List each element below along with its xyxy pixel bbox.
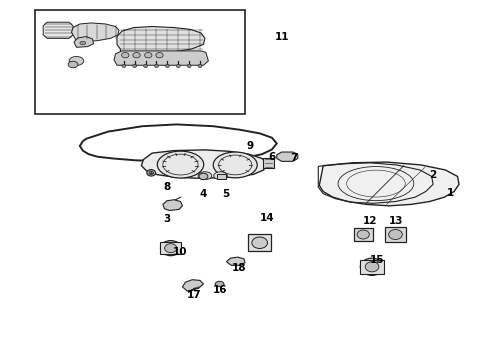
Text: 4: 4 [200, 189, 207, 199]
Bar [360, 260, 384, 274]
Text: 9: 9 [246, 141, 253, 151]
Ellipse shape [147, 170, 156, 176]
Polygon shape [277, 152, 298, 161]
Ellipse shape [122, 53, 129, 58]
Ellipse shape [157, 151, 204, 178]
Ellipse shape [166, 64, 170, 68]
Ellipse shape [199, 173, 208, 180]
Text: 7: 7 [290, 153, 297, 163]
Ellipse shape [149, 171, 153, 175]
Ellipse shape [365, 262, 379, 272]
Polygon shape [163, 200, 182, 211]
Bar [160, 242, 181, 255]
Ellipse shape [252, 237, 268, 248]
Text: 11: 11 [274, 32, 289, 41]
Polygon shape [72, 23, 119, 41]
Text: 14: 14 [260, 213, 274, 222]
Bar [35, 10, 245, 114]
Ellipse shape [214, 172, 227, 180]
Ellipse shape [198, 172, 212, 180]
Text: 3: 3 [163, 215, 171, 224]
Text: 8: 8 [163, 182, 171, 192]
Ellipse shape [389, 229, 402, 239]
Ellipse shape [156, 53, 163, 58]
Bar [263, 158, 274, 168]
Ellipse shape [133, 64, 137, 68]
Ellipse shape [68, 61, 78, 68]
Polygon shape [43, 22, 73, 39]
Text: 10: 10 [173, 247, 188, 257]
Ellipse shape [165, 244, 177, 253]
Text: 13: 13 [389, 216, 404, 226]
Ellipse shape [160, 240, 181, 256]
Bar [354, 228, 372, 241]
Ellipse shape [69, 57, 84, 66]
Ellipse shape [122, 64, 126, 68]
Ellipse shape [144, 64, 147, 68]
Ellipse shape [357, 230, 369, 239]
Ellipse shape [154, 64, 158, 68]
Ellipse shape [145, 53, 152, 58]
Polygon shape [74, 37, 94, 47]
Ellipse shape [213, 152, 257, 178]
Text: 2: 2 [430, 170, 437, 180]
Bar [217, 174, 226, 179]
Ellipse shape [176, 64, 180, 68]
Ellipse shape [198, 64, 202, 68]
Text: 6: 6 [268, 152, 275, 162]
Ellipse shape [80, 41, 86, 45]
Ellipse shape [133, 53, 140, 58]
Text: 5: 5 [222, 189, 229, 199]
Polygon shape [114, 51, 208, 65]
Polygon shape [142, 150, 267, 178]
Polygon shape [226, 257, 245, 265]
Text: 12: 12 [362, 216, 377, 226]
Polygon shape [117, 27, 205, 51]
Bar [248, 234, 271, 251]
Text: 18: 18 [232, 263, 246, 273]
Text: 17: 17 [186, 290, 201, 300]
Polygon shape [319, 162, 459, 206]
Bar [385, 227, 406, 242]
Text: 1: 1 [446, 188, 454, 198]
Text: 16: 16 [212, 285, 227, 296]
Ellipse shape [187, 64, 191, 68]
Text: 15: 15 [369, 255, 384, 265]
Polygon shape [182, 280, 203, 291]
Ellipse shape [215, 281, 224, 287]
Ellipse shape [360, 258, 384, 275]
